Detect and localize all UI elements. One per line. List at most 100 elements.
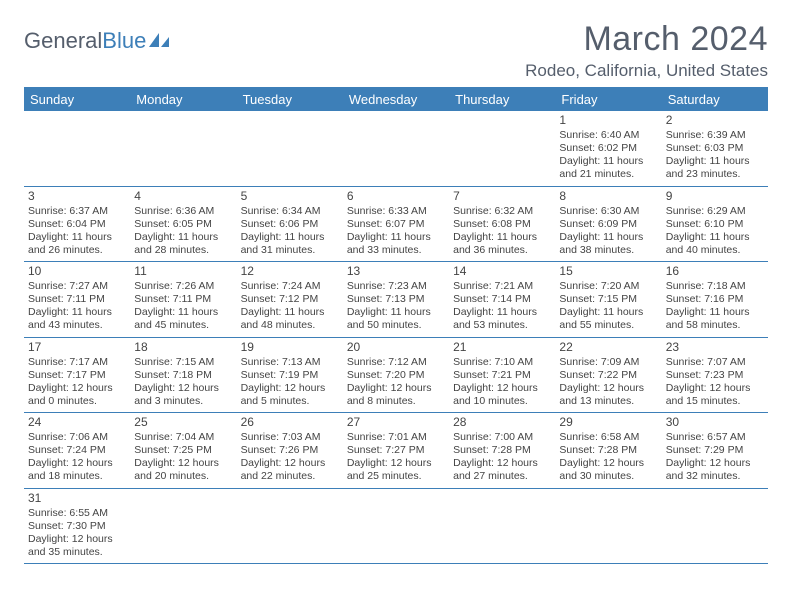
day-sunrise: Sunrise: 7:04 AM [134,431,232,444]
day-sunrise: Sunrise: 7:00 AM [453,431,551,444]
weekday-header: Sunday [24,87,130,111]
day-sunset: Sunset: 7:11 PM [28,293,126,306]
day-cell: 2Sunrise: 6:39 AMSunset: 6:03 PMDaylight… [662,111,768,186]
weekday-header: Saturday [662,87,768,111]
day-cell: 14Sunrise: 7:21 AMSunset: 7:14 PMDayligh… [449,262,555,337]
day-dl2: and 8 minutes. [347,395,445,408]
calendar-body: 1Sunrise: 6:40 AMSunset: 6:02 PMDaylight… [24,111,768,564]
day-sunrise: Sunrise: 7:15 AM [134,356,232,369]
day-dl2: and 53 minutes. [453,319,551,332]
day-number: 11 [134,264,232,279]
day-dl2: and 28 minutes. [134,244,232,257]
day-sunset: Sunset: 7:23 PM [666,369,764,382]
day-dl2: and 48 minutes. [241,319,339,332]
day-dl2: and 23 minutes. [666,168,764,181]
empty-cell [662,489,768,564]
day-sunrise: Sunrise: 7:06 AM [28,431,126,444]
day-cell: 12Sunrise: 7:24 AMSunset: 7:12 PMDayligh… [237,262,343,337]
day-dl1: Daylight: 11 hours [453,306,551,319]
day-cell: 20Sunrise: 7:12 AMSunset: 7:20 PMDayligh… [343,338,449,413]
day-sunrise: Sunrise: 7:07 AM [666,356,764,369]
day-number: 1 [559,113,657,128]
day-cell: 11Sunrise: 7:26 AMSunset: 7:11 PMDayligh… [130,262,236,337]
day-dl1: Daylight: 11 hours [28,306,126,319]
day-dl2: and 45 minutes. [134,319,232,332]
day-number: 7 [453,189,551,204]
day-number: 12 [241,264,339,279]
week-row: 24Sunrise: 7:06 AMSunset: 7:24 PMDayligh… [24,413,768,489]
day-number: 8 [559,189,657,204]
day-cell: 16Sunrise: 7:18 AMSunset: 7:16 PMDayligh… [662,262,768,337]
day-dl1: Daylight: 11 hours [347,306,445,319]
empty-cell [130,489,236,564]
day-number: 29 [559,415,657,430]
day-cell: 30Sunrise: 6:57 AMSunset: 7:29 PMDayligh… [662,413,768,488]
day-sunrise: Sunrise: 6:33 AM [347,205,445,218]
day-dl1: Daylight: 12 hours [241,382,339,395]
day-sunset: Sunset: 7:14 PM [453,293,551,306]
day-sunset: Sunset: 7:16 PM [666,293,764,306]
day-number: 19 [241,340,339,355]
weekday-header-row: SundayMondayTuesdayWednesdayThursdayFrid… [24,87,768,111]
day-sunrise: Sunrise: 7:01 AM [347,431,445,444]
day-sunset: Sunset: 6:03 PM [666,142,764,155]
day-dl1: Daylight: 11 hours [28,231,126,244]
day-sunset: Sunset: 7:28 PM [453,444,551,457]
day-sunset: Sunset: 7:13 PM [347,293,445,306]
week-row: 1Sunrise: 6:40 AMSunset: 6:02 PMDaylight… [24,111,768,187]
day-dl1: Daylight: 12 hours [453,382,551,395]
day-sunrise: Sunrise: 6:29 AM [666,205,764,218]
empty-cell [343,489,449,564]
day-cell: 13Sunrise: 7:23 AMSunset: 7:13 PMDayligh… [343,262,449,337]
day-cell: 27Sunrise: 7:01 AMSunset: 7:27 PMDayligh… [343,413,449,488]
day-sunrise: Sunrise: 7:10 AM [453,356,551,369]
day-cell: 15Sunrise: 7:20 AMSunset: 7:15 PMDayligh… [555,262,661,337]
day-cell: 23Sunrise: 7:07 AMSunset: 7:23 PMDayligh… [662,338,768,413]
day-sunrise: Sunrise: 7:27 AM [28,280,126,293]
empty-cell [237,489,343,564]
logo-text-1: General [24,28,102,54]
day-dl2: and 18 minutes. [28,470,126,483]
weekday-header: Wednesday [343,87,449,111]
day-cell: 1Sunrise: 6:40 AMSunset: 6:02 PMDaylight… [555,111,661,186]
day-sunset: Sunset: 7:12 PM [241,293,339,306]
day-sunrise: Sunrise: 7:03 AM [241,431,339,444]
day-dl1: Daylight: 11 hours [134,231,232,244]
day-cell: 25Sunrise: 7:04 AMSunset: 7:25 PMDayligh… [130,413,236,488]
day-number: 28 [453,415,551,430]
day-dl1: Daylight: 11 hours [241,306,339,319]
day-number: 21 [453,340,551,355]
day-dl1: Daylight: 11 hours [134,306,232,319]
day-dl1: Daylight: 12 hours [347,457,445,470]
day-dl2: and 3 minutes. [134,395,232,408]
empty-cell [449,111,555,186]
day-sunrise: Sunrise: 6:34 AM [241,205,339,218]
day-dl1: Daylight: 12 hours [28,533,126,546]
logo-sail-icon [149,28,171,54]
day-dl2: and 20 minutes. [134,470,232,483]
day-sunrise: Sunrise: 7:13 AM [241,356,339,369]
day-dl2: and 27 minutes. [453,470,551,483]
day-dl2: and 35 minutes. [28,546,126,559]
day-dl1: Daylight: 12 hours [134,457,232,470]
day-cell: 31Sunrise: 6:55 AMSunset: 7:30 PMDayligh… [24,489,130,564]
day-sunset: Sunset: 7:15 PM [559,293,657,306]
day-sunset: Sunset: 7:27 PM [347,444,445,457]
day-cell: 28Sunrise: 7:00 AMSunset: 7:28 PMDayligh… [449,413,555,488]
day-dl1: Daylight: 12 hours [666,382,764,395]
day-sunrise: Sunrise: 6:32 AM [453,205,551,218]
day-sunset: Sunset: 7:28 PM [559,444,657,457]
day-sunrise: Sunrise: 7:20 AM [559,280,657,293]
day-dl1: Daylight: 12 hours [453,457,551,470]
day-dl2: and 26 minutes. [28,244,126,257]
day-dl1: Daylight: 12 hours [28,382,126,395]
day-dl1: Daylight: 11 hours [559,155,657,168]
day-number: 27 [347,415,445,430]
day-number: 25 [134,415,232,430]
day-sunset: Sunset: 7:29 PM [666,444,764,457]
day-number: 5 [241,189,339,204]
day-number: 30 [666,415,764,430]
day-dl2: and 25 minutes. [347,470,445,483]
calendar: SundayMondayTuesdayWednesdayThursdayFrid… [24,87,768,564]
day-sunrise: Sunrise: 6:39 AM [666,129,764,142]
